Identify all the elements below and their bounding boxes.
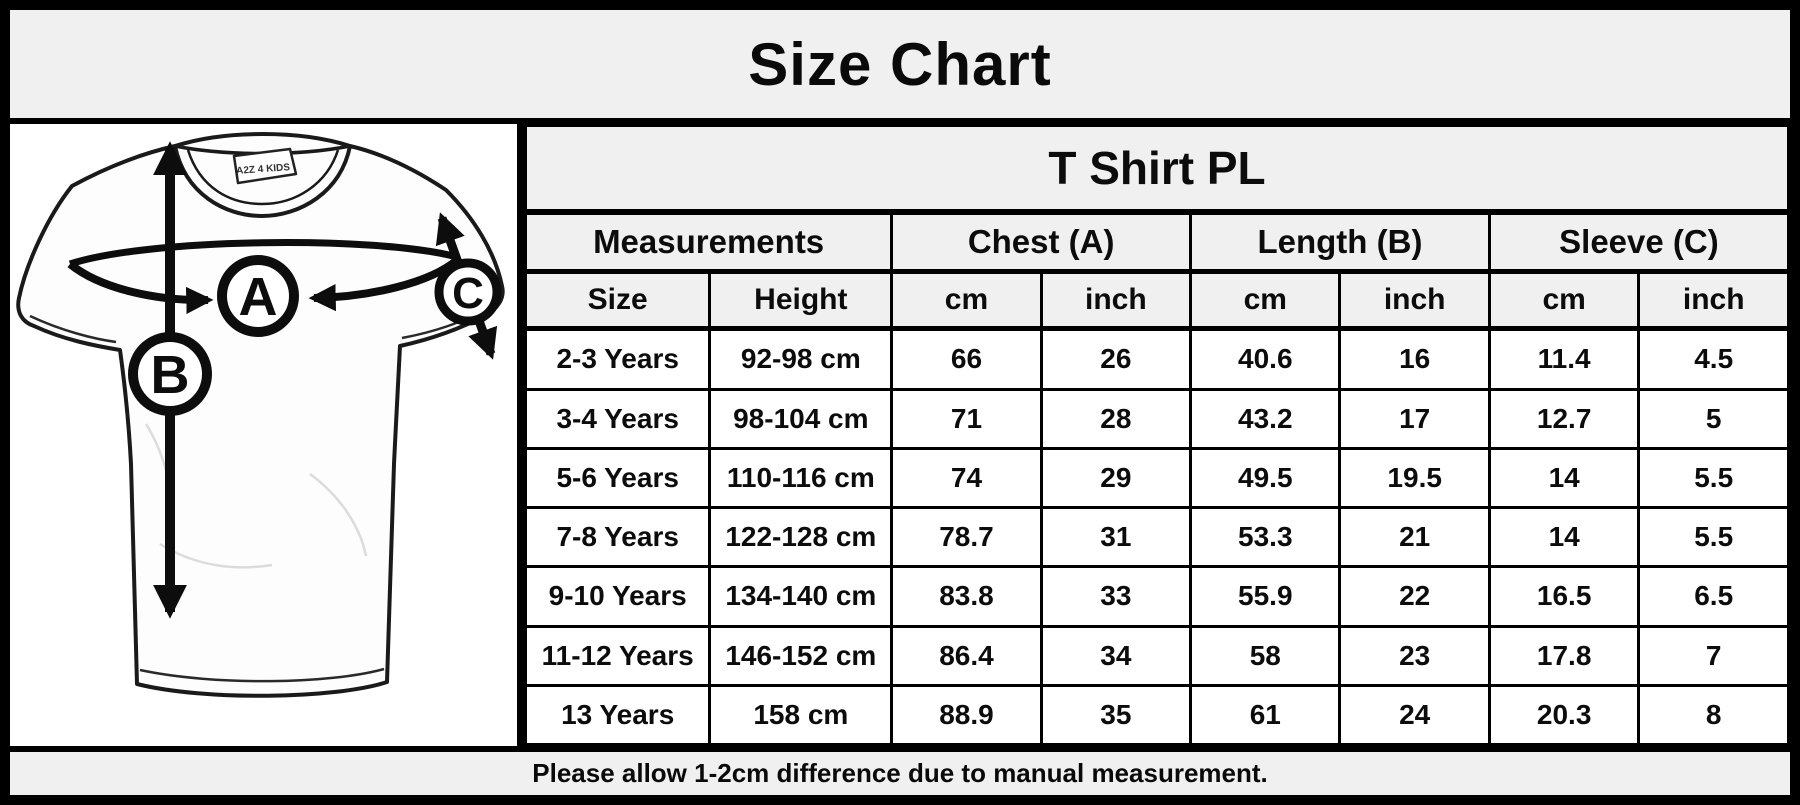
table-row: 7-8 Years 122-128 cm 78.7 31 53.3 21 14 5.5 bbox=[523, 506, 1790, 569]
table-cell: 17 bbox=[1338, 387, 1491, 451]
header-size: Size bbox=[523, 270, 712, 331]
header-chest-cm: cm bbox=[890, 270, 1043, 331]
header-height: Height bbox=[708, 270, 894, 331]
table-cell: 12.7 bbox=[1487, 387, 1641, 451]
header-sleeve-inch: inch bbox=[1637, 270, 1790, 331]
table-cell: 21 bbox=[1338, 506, 1491, 569]
header-length-inch: inch bbox=[1338, 270, 1491, 331]
table-cell: 158 cm bbox=[708, 683, 894, 747]
shirt-diagram-panel: A2Z 4 KIDS A bbox=[10, 124, 517, 746]
table-cell: 5-6 Years bbox=[523, 447, 712, 510]
table-cell: 49.5 bbox=[1189, 447, 1342, 510]
table-cell: 3-4 Years bbox=[523, 387, 712, 451]
table-cell: 134-140 cm bbox=[708, 565, 894, 628]
table-cell: 98-104 cm bbox=[708, 387, 894, 451]
header-length-cm: cm bbox=[1189, 270, 1342, 331]
chest-label-badge: A bbox=[217, 255, 299, 337]
header-sleeve-cm: cm bbox=[1487, 270, 1641, 331]
table-cell: 110-116 cm bbox=[708, 447, 894, 510]
chart-title-bar: Size Chart bbox=[10, 10, 1790, 118]
table-cell: 4.5 bbox=[1637, 327, 1790, 391]
footer-note: Please allow 1-2cm difference due to man… bbox=[532, 758, 1268, 788]
table-cell: 7-8 Years bbox=[523, 506, 712, 569]
table-cell: 74 bbox=[890, 447, 1043, 510]
table-cell: 88.9 bbox=[890, 683, 1043, 747]
table-row: 2-3 Years 92-98 cm 66 26 40.6 16 11.4 4.5 bbox=[523, 327, 1790, 391]
table-cell: 14 bbox=[1487, 447, 1641, 510]
brand-tag-label: A2Z 4 KIDS bbox=[236, 162, 291, 177]
table-cell: 146-152 cm bbox=[708, 624, 894, 687]
table-row: 3-4 Years 98-104 cm 71 28 43.2 17 12.7 5 bbox=[523, 387, 1790, 451]
table-cell: 29 bbox=[1039, 447, 1193, 510]
length-letter: B bbox=[151, 345, 190, 405]
table-cell: 26 bbox=[1039, 327, 1193, 391]
table-cell: 20.3 bbox=[1487, 683, 1641, 747]
table-cell: 53.3 bbox=[1189, 506, 1342, 569]
table-cell: 31 bbox=[1039, 506, 1193, 569]
table-cell: 35 bbox=[1039, 683, 1193, 747]
page-title: Size Chart bbox=[748, 30, 1052, 98]
chart-body: A2Z 4 KIDS A bbox=[10, 124, 1791, 747]
sleeve-letter: C bbox=[452, 269, 484, 318]
tshirt-outline: A2Z 4 KIDS bbox=[16, 132, 505, 698]
size-table-body: 2-3 Years 92-98 cm 66 26 40.6 16 11.4 4.5 3-4 Ye… bbox=[523, 327, 1790, 747]
chest-letter: A bbox=[239, 267, 278, 327]
table-cell: 86.4 bbox=[890, 624, 1043, 687]
table-cell: 122-128 cm bbox=[708, 506, 894, 569]
table-cell: 71 bbox=[890, 387, 1043, 451]
table-row: 5-6 Years 110-116 cm 74 29 49.5 19.5 14 5.5 bbox=[523, 447, 1790, 510]
table-title-row: T Shirt PL bbox=[524, 124, 1790, 215]
group-header-row: Measurements Chest (A) Length (B) Sleeve… bbox=[523, 210, 1791, 274]
table-cell: 61 bbox=[1189, 683, 1342, 747]
table-row: 13 Years 158 cm 88.9 35 61 24 20.3 8 bbox=[523, 683, 1790, 747]
table-cell: 5.5 bbox=[1637, 447, 1790, 510]
table-row: 9-10 Years 134-140 cm 83.8 33 55.9 22 16.5 6.5 bbox=[523, 565, 1790, 628]
header-chest-inch: inch bbox=[1039, 270, 1193, 331]
table-cell: 92-98 cm bbox=[708, 327, 894, 391]
table-cell: 22 bbox=[1338, 565, 1491, 628]
table-row: 11-12 Years 146-152 cm 86.4 34 58 23 17.8 7 bbox=[523, 624, 1790, 687]
table-cell: 5.5 bbox=[1637, 506, 1790, 569]
table-cell: 40.6 bbox=[1189, 327, 1342, 391]
table-cell: 5 bbox=[1637, 387, 1790, 451]
table-cell: 55.9 bbox=[1189, 565, 1342, 628]
table-cell: 33 bbox=[1039, 565, 1193, 628]
table-cell: 16 bbox=[1338, 327, 1491, 391]
table-cell: 24 bbox=[1338, 683, 1491, 747]
size-table: T Shirt PL Measurements Chest (A) Length… bbox=[523, 124, 1791, 747]
table-cell: 8 bbox=[1637, 683, 1790, 747]
table-cell: 6.5 bbox=[1637, 565, 1790, 628]
table-cell: 34 bbox=[1039, 624, 1193, 687]
header-sleeve: Sleeve (C) bbox=[1487, 210, 1791, 274]
table-cell: 78.7 bbox=[890, 506, 1043, 569]
table-cell: 28 bbox=[1039, 387, 1193, 451]
table-cell: 16.5 bbox=[1487, 565, 1641, 628]
table-cell: 14 bbox=[1487, 506, 1641, 569]
table-cell: 9-10 Years bbox=[523, 565, 712, 628]
table-cell: 13 Years bbox=[523, 683, 712, 747]
header-chest: Chest (A) bbox=[890, 210, 1193, 274]
sleeve-label-badge: C bbox=[434, 258, 502, 326]
table-cell: 83.8 bbox=[890, 565, 1043, 628]
footer-note-bar: Please allow 1-2cm difference due to man… bbox=[10, 752, 1790, 795]
table-title: T Shirt PL bbox=[524, 124, 1790, 215]
table-cell: 23 bbox=[1338, 624, 1491, 687]
length-label-badge: B bbox=[128, 332, 212, 416]
header-length: Length (B) bbox=[1189, 210, 1491, 274]
header-measurements: Measurements bbox=[523, 210, 894, 274]
table-cell: 7 bbox=[1637, 624, 1790, 687]
sub-header-row: Size Height cm inch cm inch cm inch bbox=[523, 270, 1790, 331]
table-cell: 19.5 bbox=[1338, 447, 1491, 510]
table-cell: 43.2 bbox=[1189, 387, 1342, 451]
table-cell: 58 bbox=[1189, 624, 1342, 687]
brand-tag: A2Z 4 KIDS bbox=[232, 147, 298, 185]
size-table-panel: T Shirt PL Measurements Chest (A) Length… bbox=[523, 124, 1791, 747]
tshirt-measurement-diagram: A2Z 4 KIDS A bbox=[16, 132, 505, 698]
table-cell: 11.4 bbox=[1487, 327, 1641, 391]
table-cell: 11-12 Years bbox=[523, 624, 712, 687]
table-cell: 2-3 Years bbox=[523, 327, 712, 391]
table-cell: 66 bbox=[890, 327, 1043, 391]
table-cell: 17.8 bbox=[1487, 624, 1641, 687]
